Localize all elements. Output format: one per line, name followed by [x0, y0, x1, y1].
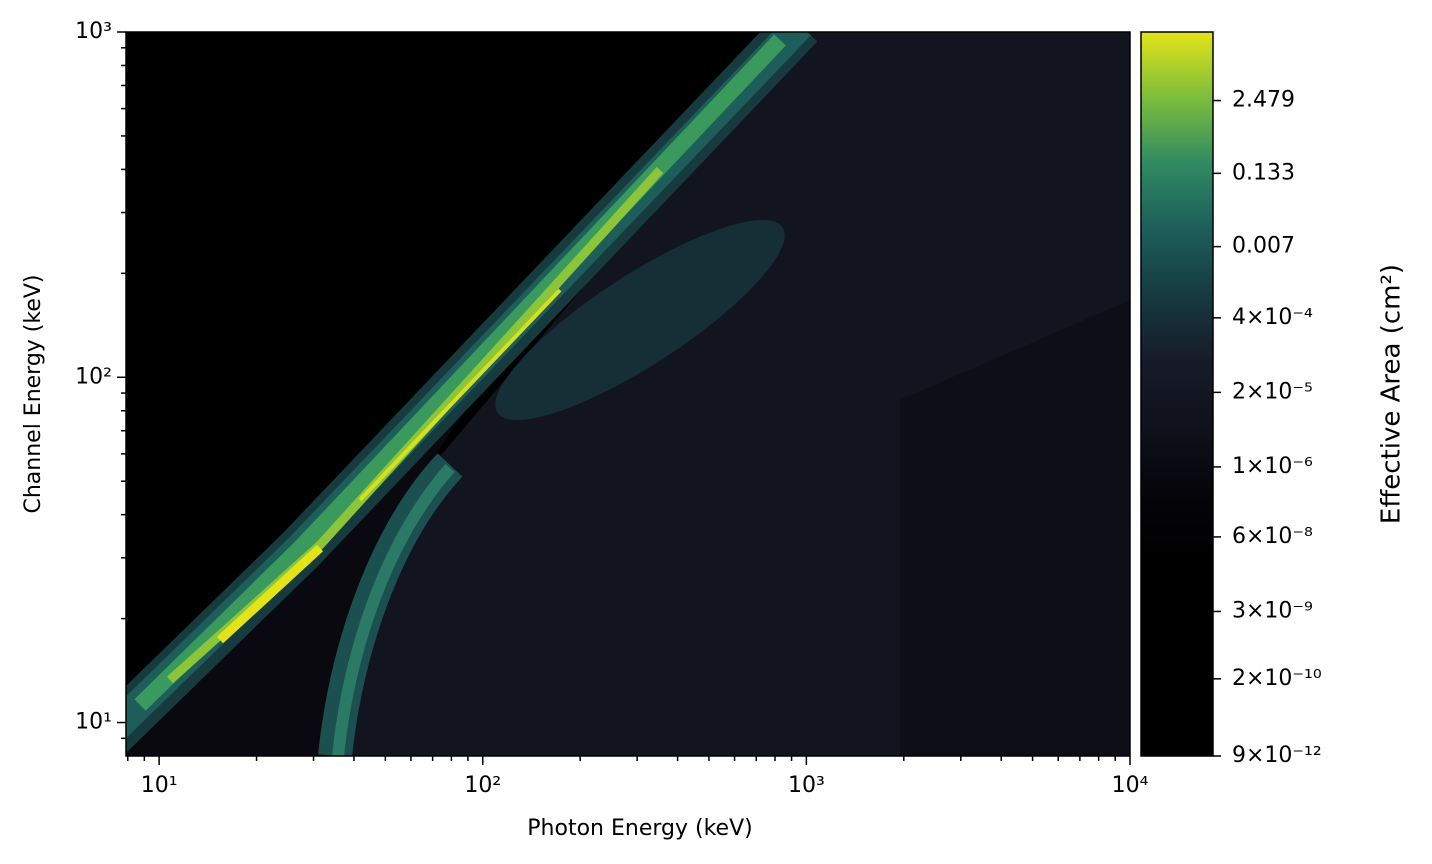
y-axis-label: Channel Energy (keV) [21, 274, 46, 513]
x-tick-label: 10³ [788, 773, 825, 798]
colorbar [1140, 31, 1214, 757]
y-tick-label: 10¹ [75, 710, 112, 735]
y-tick-label: 10³ [75, 19, 112, 44]
y-tick-label: 10² [75, 364, 112, 389]
contour-field [126, 32, 1130, 756]
colorbar-tick-label: 2×10⁻¹⁰ [1232, 666, 1322, 691]
colorbar-label: Effective Area (cm²) [1377, 264, 1407, 524]
x-tick-label: 10¹ [141, 773, 178, 798]
colorbar-tick-label: 4×10⁻⁴ [1232, 305, 1313, 330]
colorbar-tick-label: 6×10⁻⁸ [1232, 524, 1313, 549]
x-axis-label: Photon Energy (keV) [527, 816, 752, 841]
colorbar-tick-label: 1×10⁻⁶ [1232, 454, 1313, 479]
colorbar-tick-label: 9×10⁻¹² [1232, 743, 1322, 768]
colorbar-tick-label: 2.479 [1232, 88, 1295, 113]
plot-frame [125, 31, 1131, 757]
colorbar-tick-label: 3×10⁻⁹ [1232, 598, 1313, 623]
x-tick-label: 10² [464, 773, 501, 798]
colorbar-tick-label: 0.007 [1232, 234, 1295, 259]
colorbar-tick-label: 2×10⁻⁵ [1232, 379, 1313, 404]
x-tick-label: 10⁴ [1112, 773, 1149, 798]
colorbar-tick-label: 0.133 [1232, 160, 1295, 185]
